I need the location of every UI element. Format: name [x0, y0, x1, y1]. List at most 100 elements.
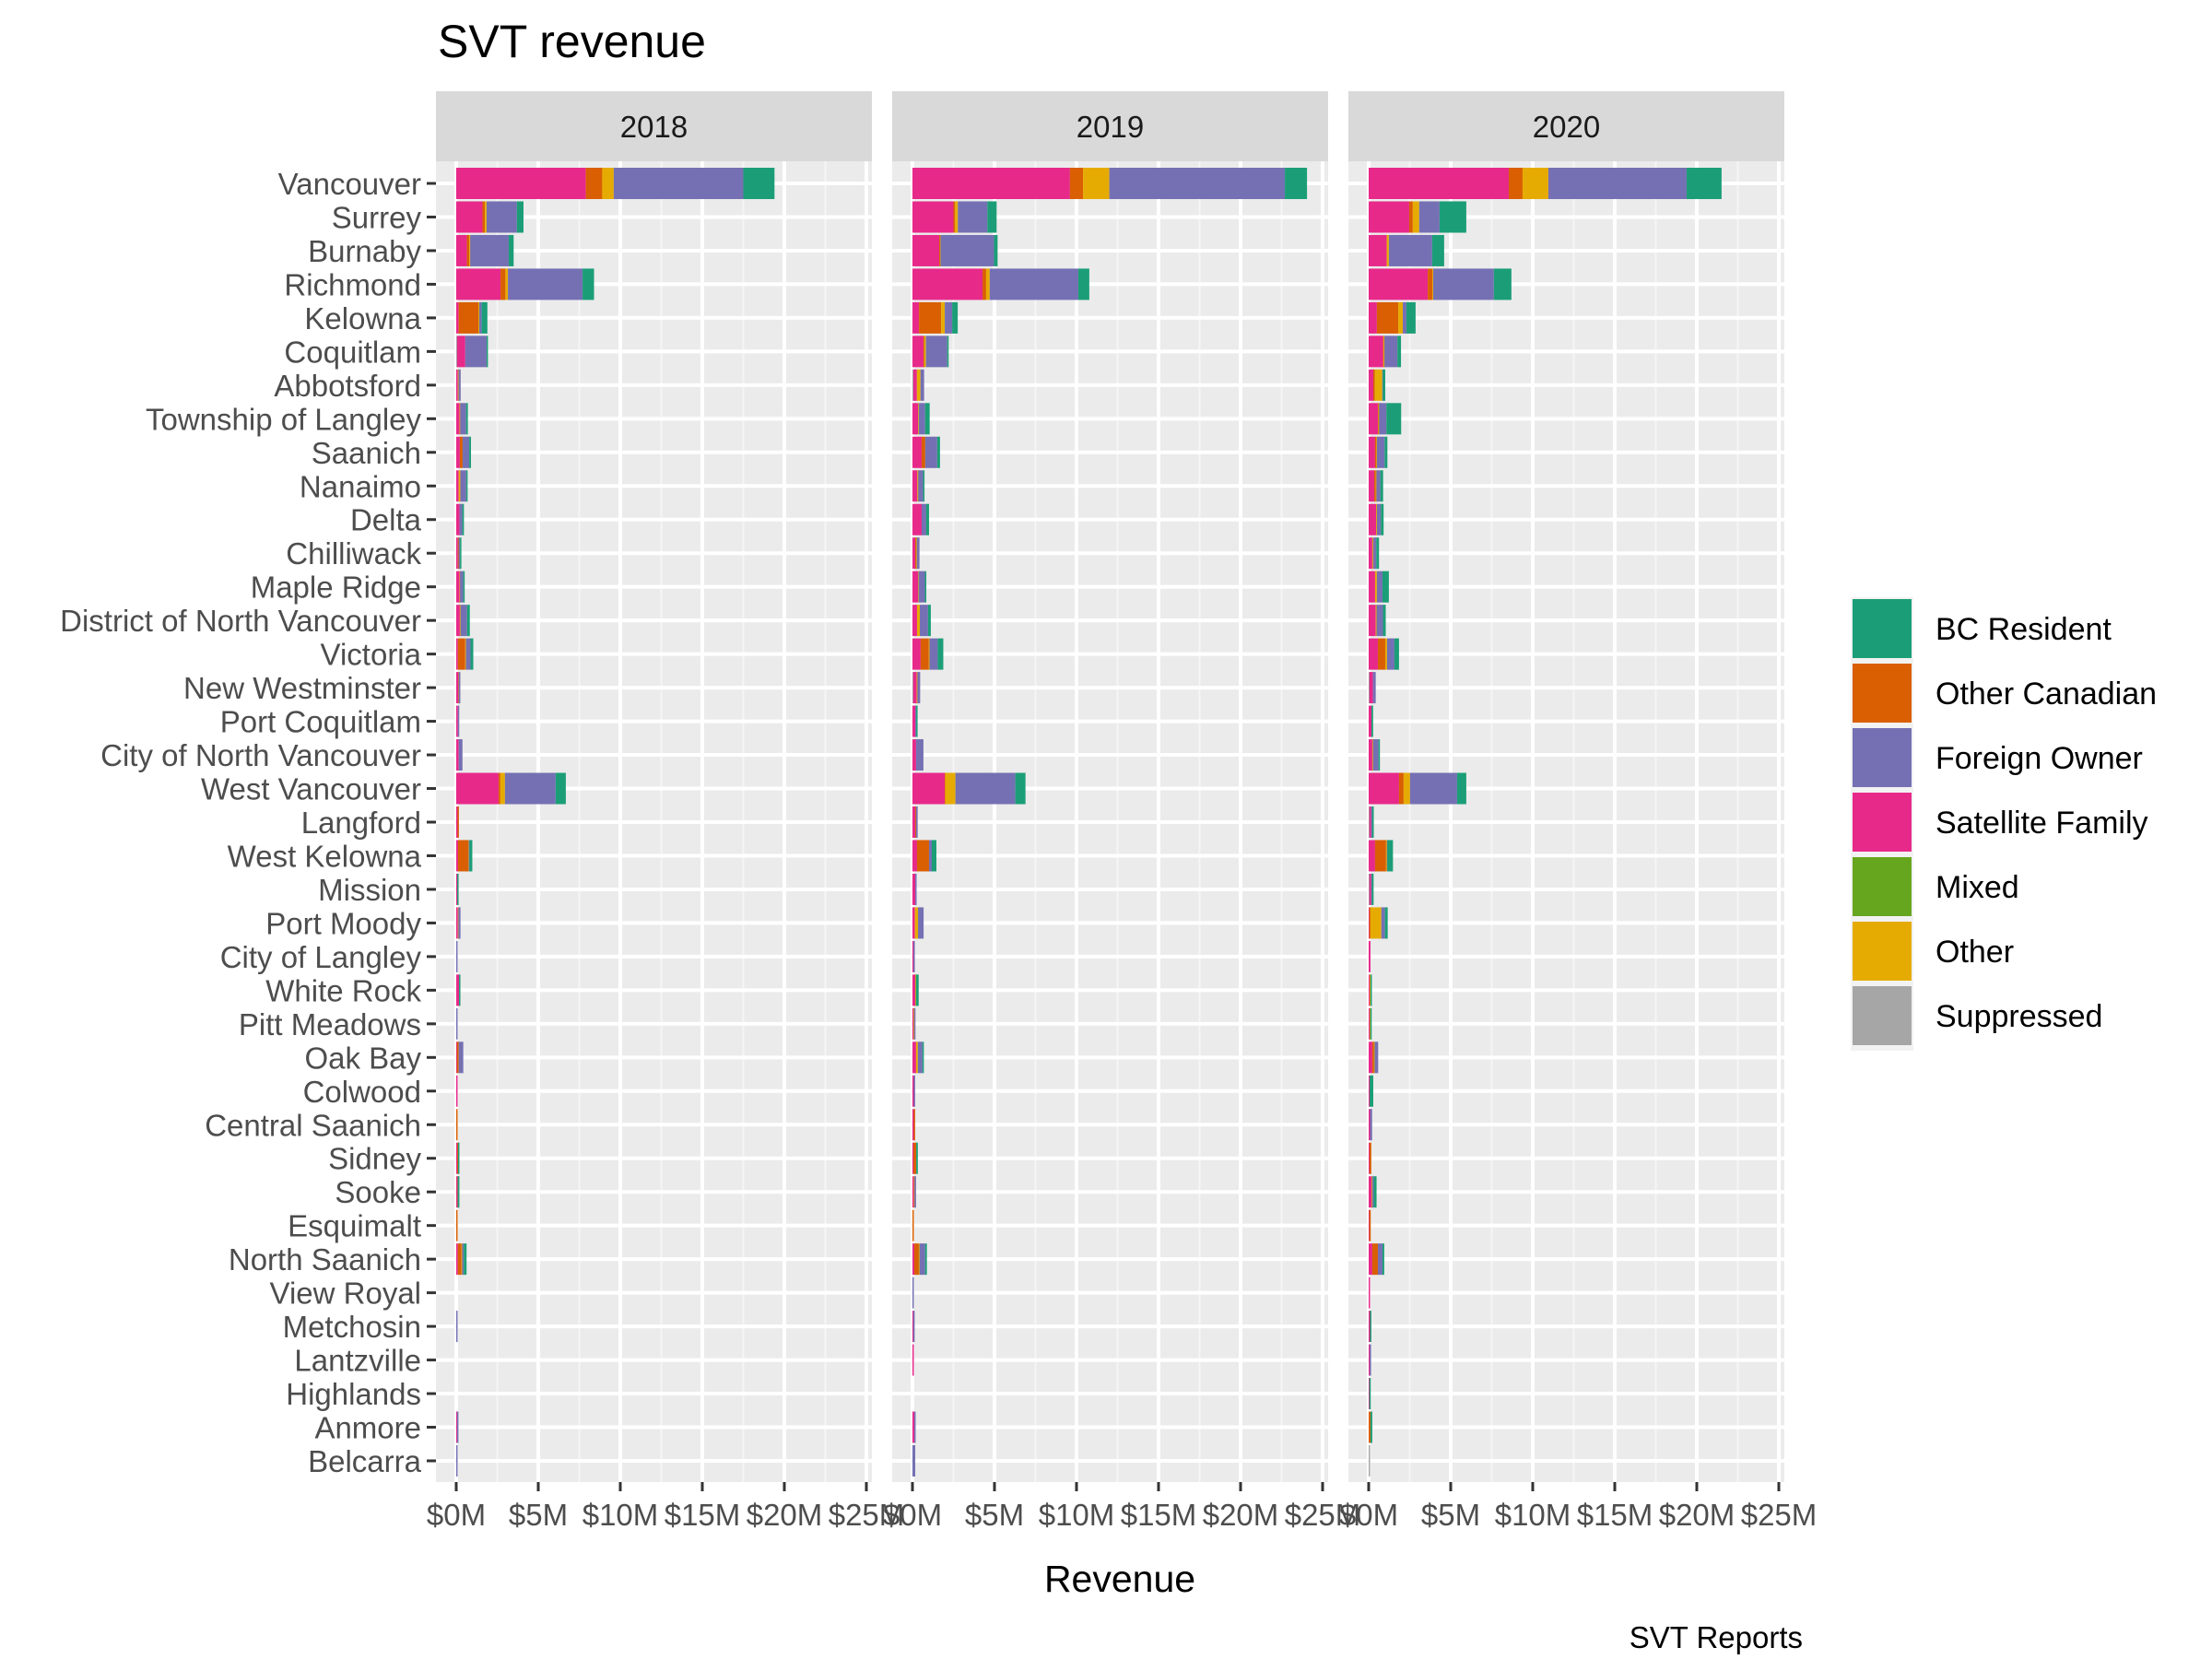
- bar-satellite-family: [456, 436, 460, 468]
- legend-swatch: [1853, 728, 1912, 787]
- x-tick-label: $20M: [1203, 1498, 1279, 1532]
- bar-bc-resident: [915, 974, 919, 1006]
- bar-bc-resident: [937, 638, 944, 670]
- bar-satellite-family: [456, 705, 458, 737]
- bar-foreign-owner: [456, 1411, 459, 1443]
- bar-foreign-owner: [462, 436, 470, 468]
- bar-satellite-family: [1369, 1075, 1371, 1107]
- y-tick-label: Coquitlam: [284, 335, 421, 369]
- bar-satellite-family: [456, 470, 459, 502]
- bar-foreign-owner: [1381, 907, 1385, 939]
- bar-other: [1398, 301, 1404, 334]
- legend-label: Other: [1936, 935, 2014, 970]
- bar-bc-resident: [582, 268, 594, 300]
- bar-satellite-family: [1369, 605, 1376, 637]
- bar-foreign-owner: [920, 605, 928, 637]
- bar-other: [955, 201, 959, 233]
- bar-satellite-family: [912, 1142, 914, 1174]
- bar-satellite-family: [1369, 436, 1375, 468]
- bar-other: [1386, 234, 1389, 266]
- bar-satellite-family: [1369, 672, 1373, 704]
- bar-other: [1375, 605, 1378, 637]
- bar-foreign-owner: [1403, 301, 1406, 334]
- x-tick-label: $0M: [883, 1498, 942, 1532]
- bar-foreign-owner: [504, 772, 556, 805]
- legend-item-mixed: Mixed: [1853, 857, 2019, 916]
- bar-satellite-family: [912, 1109, 914, 1141]
- bar-other-canadian: [1374, 436, 1377, 468]
- bar-satellite-family: [1369, 234, 1387, 266]
- bar-other-canadian: [915, 806, 917, 838]
- bar-other-canadian: [939, 234, 941, 266]
- bar-foreign-owner: [458, 739, 463, 771]
- bar-foreign-owner: [929, 638, 938, 670]
- y-tick-label: Esquimalt: [288, 1209, 421, 1243]
- bar-foreign-owner: [508, 268, 583, 300]
- bar-other-canadian: [919, 301, 942, 334]
- bar-satellite-family: [456, 772, 499, 805]
- bar-foreign-owner: [1372, 672, 1376, 704]
- legend-swatch: [1853, 857, 1912, 916]
- x-tick-label: $5M: [1421, 1498, 1480, 1532]
- y-tick-label: West Vancouver: [201, 772, 421, 806]
- bar-satellite-family: [912, 840, 917, 872]
- legend-label: BC Resident: [1936, 612, 2112, 647]
- bar-bc-resident: [922, 1041, 924, 1074]
- y-tick-label: District of North Vancouver: [60, 604, 421, 638]
- bar-foreign-owner: [1379, 403, 1387, 435]
- bar-satellite-family: [456, 1176, 458, 1208]
- bar-bc-resident: [1378, 739, 1381, 771]
- y-tick-label: West Kelowna: [228, 839, 422, 873]
- bar-bc-resident: [462, 503, 465, 535]
- bar-other-canadian: [923, 335, 925, 368]
- bar-satellite-family: [1369, 268, 1429, 300]
- bar-foreign-owner: [1372, 739, 1379, 771]
- bar-bc-resident: [1382, 369, 1385, 401]
- bar-bc-resident: [469, 436, 472, 468]
- bar-bc-resident: [1382, 571, 1389, 603]
- bar-other-canadian: [982, 268, 986, 300]
- bar-satellite-family: [912, 1176, 914, 1208]
- bar-other: [500, 772, 505, 805]
- bar-satellite-family: [912, 201, 954, 233]
- y-tick-label: Mission: [318, 873, 421, 907]
- y-tick-label: Anmore: [314, 1411, 421, 1445]
- bar-other-canadian: [912, 1209, 914, 1241]
- bar-bc-resident: [1386, 403, 1402, 435]
- bar-foreign-owner: [913, 1075, 915, 1107]
- bar-foreign-owner: [925, 335, 947, 368]
- facet-strip-label: 2020: [1533, 110, 1600, 144]
- bar-other-canadian: [500, 268, 506, 300]
- bar-foreign-owner: [915, 806, 918, 838]
- bar-foreign-owner: [1374, 1041, 1379, 1074]
- y-tick-label: Saanich: [312, 436, 421, 470]
- bar-other: [1083, 168, 1110, 199]
- bar-bc-resident: [460, 537, 462, 570]
- y-tick-label: Port Coquitlam: [220, 705, 421, 739]
- bar-bc-resident: [1397, 335, 1402, 368]
- bar-satellite-family: [912, 503, 922, 535]
- bar-bc-resident: [1370, 974, 1372, 1006]
- bar-bc-resident: [1387, 840, 1394, 872]
- y-tick-label: Lantzville: [294, 1344, 421, 1378]
- bar-bc-resident: [1370, 1075, 1373, 1107]
- bar-other: [1370, 907, 1382, 939]
- bar-satellite-family: [912, 1243, 914, 1276]
- bar-bc-resident: [457, 1176, 460, 1208]
- y-tick-label: North Saanich: [229, 1242, 421, 1277]
- bar-bc-resident: [924, 571, 927, 603]
- bar-other: [1522, 168, 1548, 199]
- bar-foreign-owner: [945, 301, 953, 334]
- bar-bc-resident: [463, 571, 465, 603]
- bar-satellite-family: [912, 974, 916, 1006]
- bar-satellite-family: [912, 470, 918, 502]
- bar-foreign-owner: [486, 201, 517, 233]
- bar-bc-resident: [916, 1142, 918, 1174]
- bar-other-canadian: [1376, 301, 1399, 334]
- facet-strip: [1348, 91, 1784, 161]
- bar-foreign-owner: [915, 739, 924, 771]
- x-tick-label: $0M: [1339, 1498, 1398, 1532]
- bar-foreign-owner: [928, 840, 933, 872]
- bar-satellite-family: [912, 806, 916, 838]
- bar-satellite-family: [912, 1311, 914, 1343]
